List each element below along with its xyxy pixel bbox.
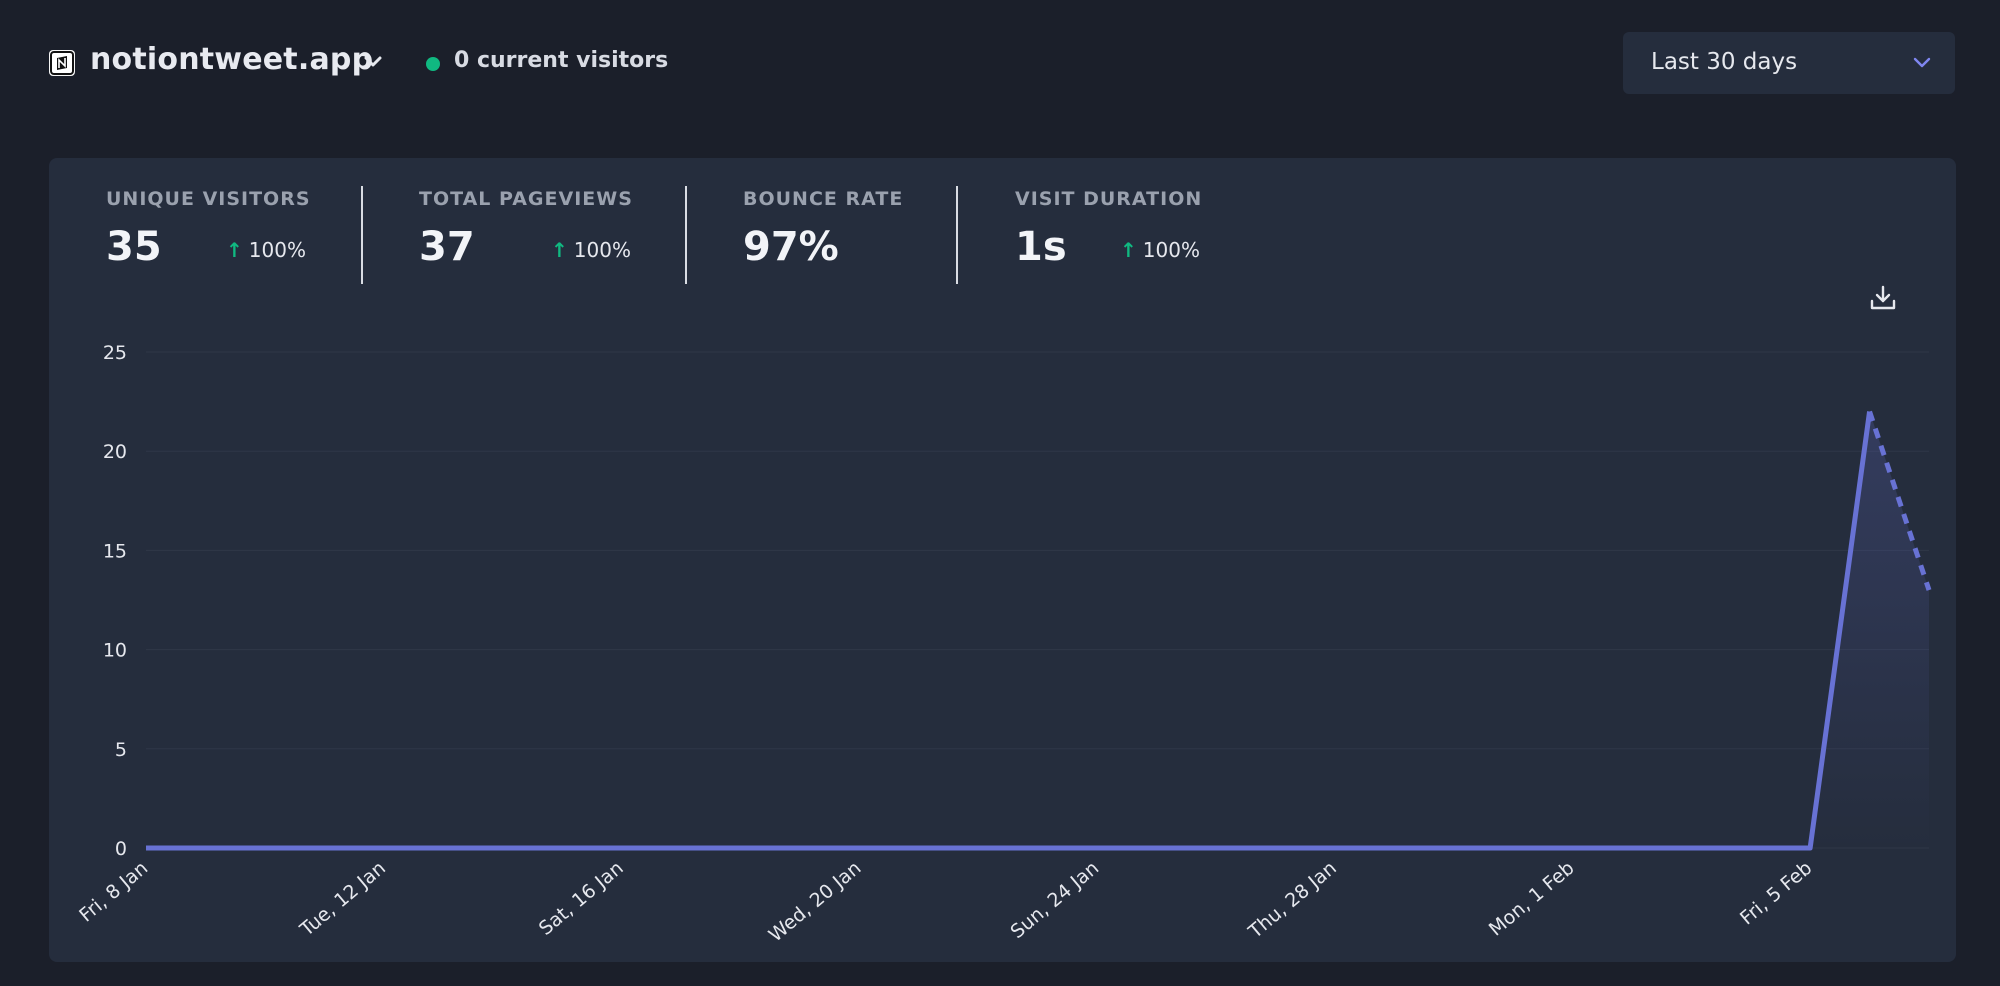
stat-total-pageviews[interactable]: TOTAL PAGEVIEWS 37 ↑ 100% — [419, 188, 633, 270]
stat-label: UNIQUE VISITORS — [106, 188, 311, 210]
arrow-up-icon: ↑ — [551, 238, 568, 262]
date-range-label: Last 30 days — [1651, 49, 1798, 75]
x-tick-label: Thu, 28 Jan — [1244, 857, 1341, 943]
visitors-chart: 0 5 10 15 20 25 Fri, 8 Jan Tue, 12 Jan Sat, 16 J… — [75, 342, 1932, 946]
x-tick-label: Wed, 20 Jan — [765, 857, 866, 946]
stat-change: ↑ 100% — [551, 238, 631, 262]
series-area — [146, 411, 1929, 848]
stat-value: 35 — [106, 224, 162, 270]
divider — [956, 186, 958, 284]
stat-change-value: 100% — [573, 238, 631, 262]
site-name[interactable]: notiontweet.app — [90, 42, 374, 77]
arrow-up-icon: ↑ — [1120, 238, 1137, 262]
y-tick-label: 25 — [103, 342, 127, 364]
chevron-down-icon — [1911, 51, 1933, 73]
divider — [685, 186, 687, 284]
current-visitors[interactable]: 0 current visitors — [454, 48, 669, 73]
notion-logo-icon — [49, 50, 75, 76]
stat-change-value: 100% — [1142, 238, 1200, 262]
arrow-up-icon: ↑ — [226, 238, 243, 262]
x-tick-label: Tue, 12 Jan — [295, 857, 390, 941]
chevron-down-icon[interactable] — [361, 50, 385, 74]
download-icon[interactable] — [1867, 282, 1899, 314]
stat-label: BOUNCE RATE — [743, 188, 904, 210]
y-tick-label: 20 — [103, 441, 127, 463]
stat-value: 37 — [419, 224, 475, 270]
stat-label: VISIT DURATION — [1015, 188, 1203, 210]
series-line — [146, 411, 1873, 851]
y-tick-label: 0 — [115, 838, 127, 860]
series-line-incomplete — [1867, 410, 1932, 591]
stat-unique-visitors[interactable]: UNIQUE VISITORS 35 ↑ 100% — [106, 188, 311, 270]
stat-change: ↑ 100% — [1120, 238, 1200, 262]
x-tick-label: Sun, 24 Jan — [1006, 857, 1103, 943]
date-range-select[interactable]: Last 30 days — [1623, 32, 1955, 94]
x-tick-label: Mon, 1 Feb — [1485, 857, 1579, 941]
y-tick-label: 10 — [103, 640, 127, 662]
y-tick-label: 15 — [103, 540, 127, 562]
stat-label: TOTAL PAGEVIEWS — [419, 188, 633, 210]
y-tick-label: 5 — [115, 739, 127, 761]
stats-card: 0 5 10 15 20 25 Fri, 8 Jan Tue, 12 Jan Sat, 16 J… — [49, 158, 1956, 962]
top-bar: notiontweet.app 0 current visitors Last … — [0, 0, 2000, 130]
stat-change-value: 100% — [248, 238, 306, 262]
stat-value: 1s — [1015, 224, 1067, 270]
stat-visit-duration[interactable]: VISIT DURATION 1s ↑ 100% — [1015, 188, 1203, 270]
stat-change: ↑ 100% — [226, 238, 306, 262]
x-tick-label: Fri, 8 Jan — [75, 857, 152, 927]
live-dot-icon — [426, 57, 440, 71]
x-tick-label: Fri, 5 Feb — [1736, 857, 1816, 929]
stat-bounce-rate[interactable]: BOUNCE RATE 97% — [743, 188, 904, 270]
divider — [361, 186, 363, 284]
x-tick-label: Sat, 16 Jan — [535, 857, 628, 940]
stat-value: 97% — [743, 224, 839, 270]
